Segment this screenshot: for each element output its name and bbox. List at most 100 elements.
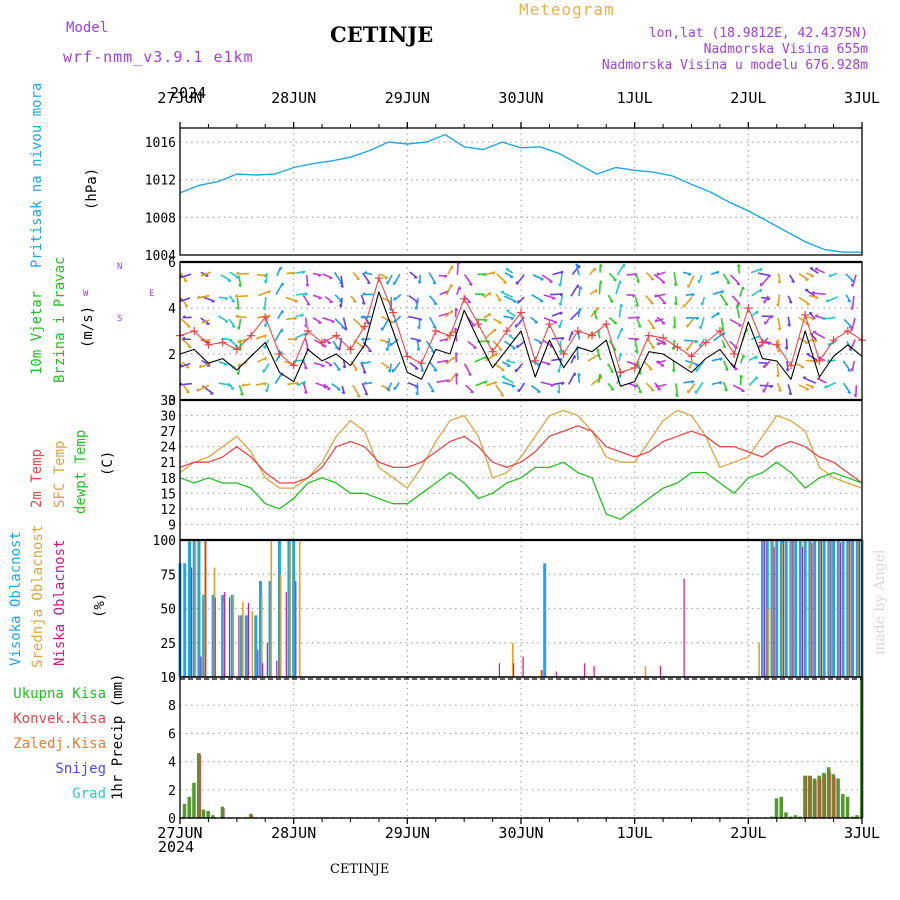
wind-gust-marker [502, 327, 511, 335]
wind-arrow-head [236, 326, 240, 330]
wind-arrow [474, 355, 488, 363]
wind-arrow [748, 376, 758, 387]
wind-arrow-head [513, 300, 517, 303]
wind-gust-marker [417, 359, 426, 368]
wind-arrow [302, 382, 308, 394]
wind-arrow [674, 296, 678, 306]
compass-n: N [117, 262, 123, 272]
high-cloud-bar [202, 594, 206, 677]
wind-arrow [812, 331, 826, 339]
wind-arrow-head [337, 347, 341, 351]
time-tick-label: 29JUN [385, 824, 430, 842]
wind-arrow [264, 316, 269, 328]
wind-arrow [777, 317, 782, 331]
wind-arrow-head [850, 327, 853, 331]
wind-arrow [274, 372, 284, 385]
wind-arrow-head [552, 297, 556, 300]
wind-arrow [295, 270, 306, 275]
total-precip-bar [206, 810, 210, 818]
wind-arrow-head [850, 283, 854, 288]
wind-arrow [616, 263, 625, 276]
wind-arrow [758, 361, 769, 365]
wind-arrow-head [304, 292, 308, 296]
wind-arrow [647, 319, 656, 330]
wind-arrow [559, 273, 563, 287]
wind-arrow [851, 274, 857, 288]
wind-gust-marker [360, 322, 369, 331]
wind-arrow [551, 311, 563, 317]
high-cloud-bar [287, 540, 291, 677]
wind-arrow [737, 264, 741, 274]
wind-arrow-head [822, 316, 826, 320]
total-precip-bar [182, 803, 187, 818]
panel-frame [179, 399, 863, 541]
wind-arrow-head [354, 368, 358, 372]
wind-arrow [275, 350, 283, 362]
wind-arrow [183, 385, 190, 394]
wind-gust-marker [630, 363, 639, 372]
wind-arrow [653, 273, 666, 284]
wind-arrow-head [196, 388, 200, 392]
wind-arrow-head [827, 342, 831, 347]
wind-arrow [493, 362, 505, 372]
pressure-line [179, 133, 862, 253]
wind-arrow [695, 360, 704, 373]
wind-arrow-head [302, 270, 306, 275]
wind-arrow-head [183, 279, 188, 283]
wind-arrow-head [724, 388, 728, 392]
wind-gust-marker [786, 361, 795, 370]
wind-arrow [635, 383, 643, 394]
y-tick-label: 4 [168, 302, 176, 317]
precip-unit: 1hr Precip (mm) [110, 673, 126, 800]
high-cloud-bar [187, 540, 191, 677]
wind-arrow-head [619, 352, 623, 356]
wind-arrow-head [559, 293, 564, 297]
wind-arrow-head [186, 391, 190, 394]
year-label-bottom: 2024 [158, 838, 195, 856]
pressure-unit: (hPa) [84, 167, 100, 210]
high-cloud-bar [761, 540, 765, 677]
low-cloud-bar [801, 546, 804, 677]
wind-gust-marker [517, 308, 525, 317]
total-precip-bar [211, 815, 215, 818]
wind-arrow-head [336, 368, 341, 372]
wind-arrow-head [848, 348, 852, 352]
conv-precip-bar [810, 775, 812, 818]
wind-gust-marker [545, 320, 554, 329]
wind-arrow-head [304, 324, 308, 328]
total-precip-bar [836, 778, 840, 818]
time-tick-label: 30JUN [498, 89, 543, 107]
wind-arrow [456, 261, 459, 275]
wind-arrow [687, 275, 695, 288]
wind-arrow-head [722, 345, 726, 349]
mid-cloud-bar [800, 540, 803, 677]
wind-arrow-head [599, 373, 602, 378]
station-title: CETINJE [330, 22, 434, 47]
wind-arrow [732, 384, 745, 392]
low-cloud-bar [257, 649, 259, 677]
wind-arrow [534, 338, 543, 344]
wind-arrow [750, 267, 763, 274]
wind-arrow-head [656, 272, 660, 276]
wind-arrow [218, 296, 228, 300]
wind-gust-marker [659, 333, 668, 342]
wind-arrow [540, 381, 554, 387]
mid-cloud-bar [223, 601, 225, 677]
total-precip-bar [187, 796, 191, 818]
wind-arrow [739, 286, 744, 297]
wind-arrow [333, 271, 343, 285]
time-tick-label: 29JUN [385, 89, 430, 107]
wind-arrow-head [431, 350, 435, 354]
wind-arrow [672, 359, 675, 372]
wind-arrow-head [362, 292, 366, 296]
wind-arrow [805, 315, 815, 320]
wind-arrow-head [691, 293, 695, 297]
frame-layer [179, 122, 863, 824]
wind-arrow-head [331, 320, 335, 324]
wind-arrow-head [303, 366, 308, 370]
wind-arrow-head [198, 364, 202, 368]
mid-cloud-bar [194, 540, 197, 677]
y-tick-label: 33 [160, 394, 176, 409]
wind-arrow-head [719, 357, 723, 362]
wind-arrow [475, 318, 488, 321]
